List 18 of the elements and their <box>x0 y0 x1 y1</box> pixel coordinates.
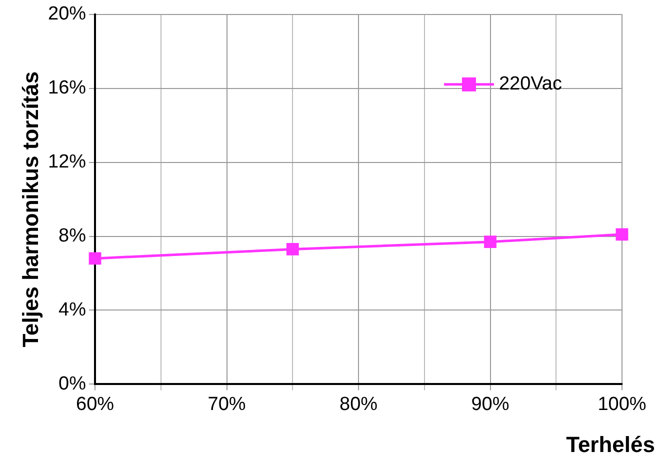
point <box>286 243 299 256</box>
x-axis-title: Terhelés <box>566 432 655 458</box>
legend-label: 220Vac <box>498 74 562 95</box>
y-tick-label: 0% <box>58 373 86 394</box>
point <box>484 236 496 248</box>
x-tick-label: 70% <box>208 394 246 415</box>
x-tick-label: 80% <box>340 394 378 415</box>
point <box>616 228 628 241</box>
point <box>88 252 102 265</box>
x-tick-label: 60% <box>76 394 114 415</box>
y-tick-label: 4% <box>58 299 86 320</box>
x-tick-label: 90% <box>471 394 510 415</box>
y-axis-title: Teljes harmonikus torzítás <box>18 71 44 348</box>
x-tick-label: 100% <box>598 394 646 415</box>
y-tick-label: 12% <box>48 152 86 173</box>
y-tick-label: 20% <box>48 4 86 25</box>
y-tick-label: 16% <box>48 78 86 99</box>
y-tick-label: 8% <box>58 226 86 247</box>
